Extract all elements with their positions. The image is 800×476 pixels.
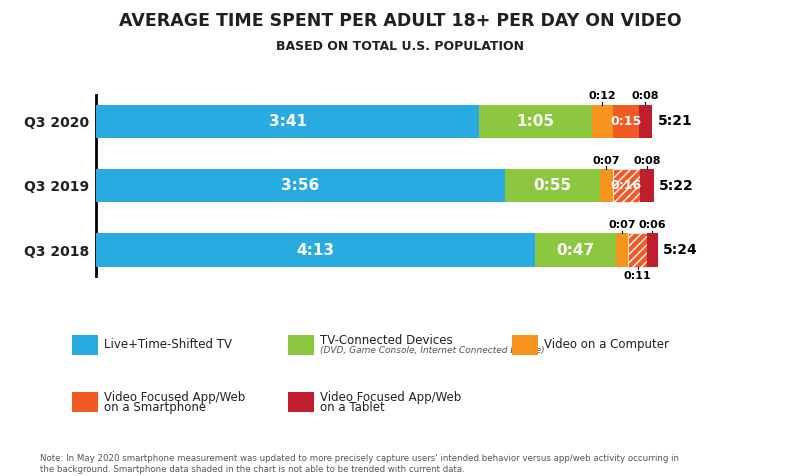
Text: (DVD, Game Console, Internet Connected Device): (DVD, Game Console, Internet Connected D…: [320, 346, 545, 355]
Text: 0:55: 0:55: [534, 178, 572, 193]
Text: TV-Connected Devices: TV-Connected Devices: [320, 334, 453, 347]
Bar: [613, 105, 638, 138]
Bar: [592, 105, 613, 138]
Text: Video Focused App/Web: Video Focused App/Web: [320, 391, 462, 404]
Text: 0:15: 0:15: [610, 115, 641, 128]
Bar: [96, 233, 534, 267]
Text: AVERAGE TIME SPENT PER ADULT 18+ PER DAY ON VIDEO: AVERAGE TIME SPENT PER ADULT 18+ PER DAY…: [118, 12, 682, 30]
Bar: [638, 105, 653, 138]
Bar: [505, 169, 600, 202]
Text: 0:11: 0:11: [624, 271, 651, 281]
Text: 0:47: 0:47: [556, 243, 594, 258]
Text: 0:08: 0:08: [632, 91, 659, 101]
Bar: [616, 233, 628, 267]
Text: Note: In May 2020 smartphone measurement was updated to more precisely capture u: Note: In May 2020 smartphone measurement…: [40, 454, 679, 474]
Bar: [613, 169, 640, 202]
Text: 4:13: 4:13: [296, 243, 334, 258]
Text: 5:21: 5:21: [658, 114, 692, 128]
Bar: [647, 233, 658, 267]
Text: on a Tablet: on a Tablet: [320, 401, 385, 414]
Bar: [534, 233, 616, 267]
Text: 5:24: 5:24: [663, 243, 698, 257]
Text: 0:07: 0:07: [593, 156, 620, 166]
Text: 0:06: 0:06: [638, 220, 666, 230]
Text: 5:22: 5:22: [659, 178, 694, 193]
Bar: [479, 105, 592, 138]
Text: 0:08: 0:08: [634, 156, 661, 166]
Text: 3:56: 3:56: [282, 178, 320, 193]
Bar: [96, 169, 505, 202]
Bar: [601, 169, 613, 202]
Text: Video on a Computer: Video on a Computer: [544, 338, 669, 351]
Bar: [640, 169, 654, 202]
Text: 3:41: 3:41: [269, 114, 306, 129]
Text: Video Focused App/Web: Video Focused App/Web: [104, 391, 246, 404]
Text: on a Smartphone: on a Smartphone: [104, 401, 206, 414]
Text: BASED ON TOTAL U.S. POPULATION: BASED ON TOTAL U.S. POPULATION: [276, 40, 524, 53]
Text: 0:16: 0:16: [611, 179, 642, 192]
Bar: [96, 105, 479, 138]
Bar: [628, 233, 647, 267]
Text: 0:12: 0:12: [588, 91, 616, 101]
Text: 1:05: 1:05: [517, 114, 554, 129]
Text: Live+Time-Shifted TV: Live+Time-Shifted TV: [104, 338, 232, 351]
Text: 0:07: 0:07: [608, 220, 636, 230]
